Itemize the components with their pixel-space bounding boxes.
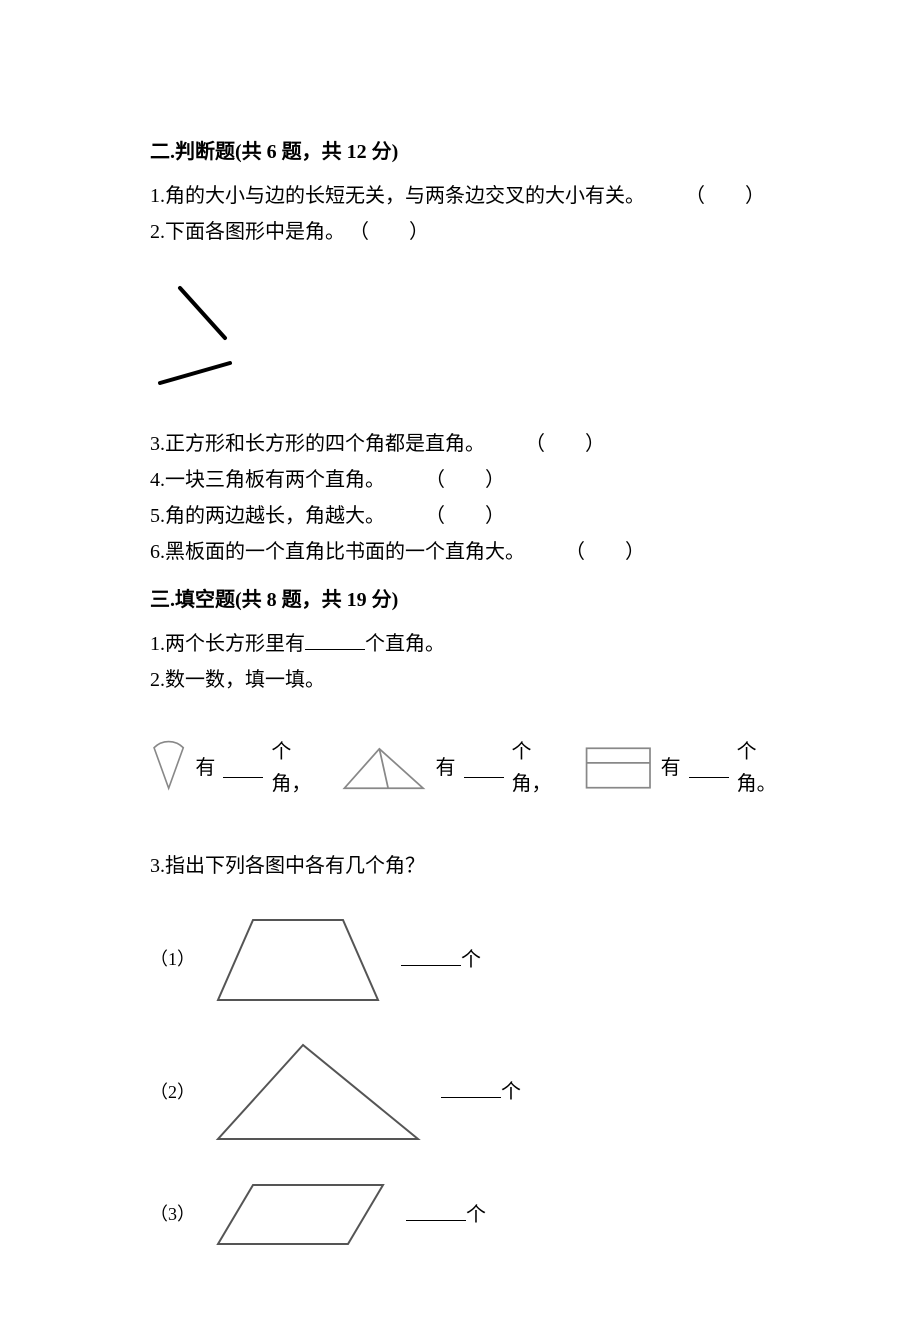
s2-q4: 4.一块三角板有两个直角。 （ ） [150,464,770,496]
s3-q1: 1.两个长方形里有 个直角。 [150,628,770,660]
s3-q3-sub1: （1） 个 [150,912,770,1007]
s3-q2-shape2-t2: 个角， [512,736,565,800]
s2-q2: 2.下面各图形中是角。 （ ） [150,216,770,248]
s3-q3-sub2: （2） 个 [150,1037,770,1147]
s3-q2-shape3-t2: 个角。 [737,736,788,800]
s3-q2-shapes: 有个角， 有个角， 有个角。 [150,736,770,800]
s2-q5: 5.角的两边越长，角越大。 （ ） [150,500,770,532]
s3-q2-shape1: 有 个角， [150,736,320,800]
s3-q2-shape2-t1: 有 [436,752,456,784]
s3-q3-sub2-blank [441,1078,501,1098]
s2-q4-text: 4.一块三角板有两个直角。 [150,464,385,496]
s3-q3-intro: 3.指出下列各图中各有几个角？ [150,850,770,882]
s2-q3-paren: （ ） [525,428,605,460]
s2-q3: 3.正方形和长方形的四个角都是直角。 （ ） [150,428,770,460]
s3-q1-suffix: 个直角。 [365,633,445,655]
section3-header: 三.填空题(共 8 题，共 19 分) [150,584,770,616]
s2-q4-paren: （ ） [425,464,505,496]
s3-q2-shape1-t1: 有 [195,752,215,784]
s2-q2-paren: （ ） [349,216,429,248]
s2-q1-paren: （ ） [685,180,765,212]
s3-q3-sub1-blank [401,946,461,966]
s3-q3-sub3-num: （3） [150,1200,195,1229]
s2-q2-figure [150,278,770,398]
s3-q2-shape2: 有 个角， [340,736,564,800]
section2-header: 二.判断题(共 6 题，共 12 分) [150,136,770,168]
s2-q3-text: 3.正方形和长方形的四个角都是直角。 [150,428,485,460]
s3-q3-sub3-blank [406,1201,466,1221]
s3-q3-sub3: （3） 个 [150,1177,770,1252]
s3-q1-blank [305,630,365,650]
s2-q5-text: 5.角的两边越长，角越大。 [150,500,385,532]
s3-q2-shape3-t1: 有 [661,752,681,784]
s2-q2-prefix: 2.下面各图形中是角。 [150,216,345,248]
s2-q6-paren: （ ） [565,536,645,568]
s2-q6-text: 6.黑板面的一个直角比书面的一个直角大。 [150,536,525,568]
s3-q1-prefix: 1.两个长方形里有 [150,633,305,655]
s3-q3-sub2-suffix: 个 [501,1081,521,1103]
s3-q3-sub1-num: （1） [150,945,195,974]
s2-q1-text: 1.角的大小与边的长短无关，与两条边交叉的大小有关。 [150,180,645,212]
s3-q2-intro: 2.数一数，填一填。 [150,664,770,696]
s3-q2-shape2-blank [464,758,504,778]
s3-q2-shape3: 有 个角。 [584,736,788,800]
s3-q3-sub3-suffix: 个 [466,1204,486,1226]
s3-q2-shape3-blank [689,758,729,778]
s3-q2-shape1-blank [223,758,263,778]
s3-q3-sub2-num: （2） [150,1078,195,1107]
s3-q2-shape1-t2: 个角， [271,736,320,800]
s2-q5-paren: （ ） [425,500,505,532]
s2-q6: 6.黑板面的一个直角比书面的一个直角大。 （ ） [150,536,770,568]
s3-q3-sub1-suffix: 个 [461,949,481,971]
s2-q1: 1.角的大小与边的长短无关，与两条边交叉的大小有关。 （ ） [150,180,770,212]
